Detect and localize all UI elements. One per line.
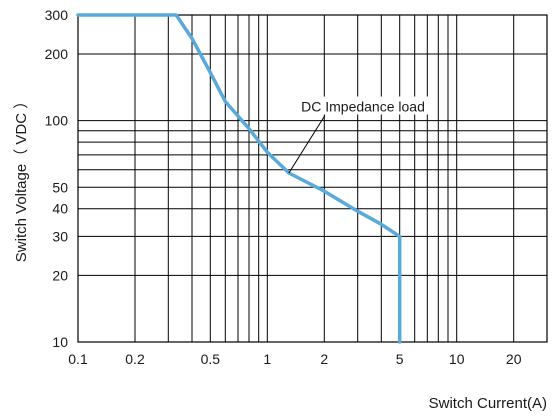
y-tick-label-4: 50 bbox=[52, 179, 68, 195]
annotations: DC Impedance load bbox=[288, 96, 434, 174]
annotation-background-0 bbox=[292, 96, 434, 115]
y-tick-label-1: 20 bbox=[52, 267, 68, 283]
curves bbox=[76, 13, 402, 344]
x-tick-label-2: 0.5 bbox=[201, 351, 221, 367]
y-tick-labels: 10 20 30 40 50 100 200 300 bbox=[45, 7, 69, 350]
y-axis-title: Switch Voltage（ VDC ） bbox=[13, 94, 30, 262]
x-tick-label-3: 1 bbox=[263, 351, 271, 367]
annotation-leader-0 bbox=[288, 115, 326, 174]
grid bbox=[78, 15, 547, 342]
x-tick-label-5: 5 bbox=[396, 351, 404, 367]
plot-frame bbox=[77, 14, 548, 343]
y-tick-label-7: 300 bbox=[45, 7, 69, 23]
x-tick-label-4: 2 bbox=[320, 351, 328, 367]
x-tick-label-0: 0.1 bbox=[68, 351, 88, 367]
y-tick-label-6: 200 bbox=[45, 46, 69, 62]
x-tick-label-7: 20 bbox=[506, 351, 522, 367]
annotation-label-0: DC Impedance load bbox=[301, 99, 425, 115]
y-tick-label-0: 10 bbox=[52, 334, 68, 350]
x-tick-label-6: 10 bbox=[449, 351, 465, 367]
y-tick-label-5: 100 bbox=[45, 113, 69, 129]
y-tick-label-2: 30 bbox=[52, 228, 68, 244]
series-line-0 bbox=[76, 13, 402, 344]
x-tick-label-1: 0.2 bbox=[125, 351, 145, 367]
y-tick-label-3: 40 bbox=[52, 201, 68, 217]
x-tick-labels: 0.1 0.2 0.5 1 2 5 10 20 bbox=[68, 351, 521, 367]
x-axis-title: Switch Current(A) bbox=[429, 395, 547, 412]
